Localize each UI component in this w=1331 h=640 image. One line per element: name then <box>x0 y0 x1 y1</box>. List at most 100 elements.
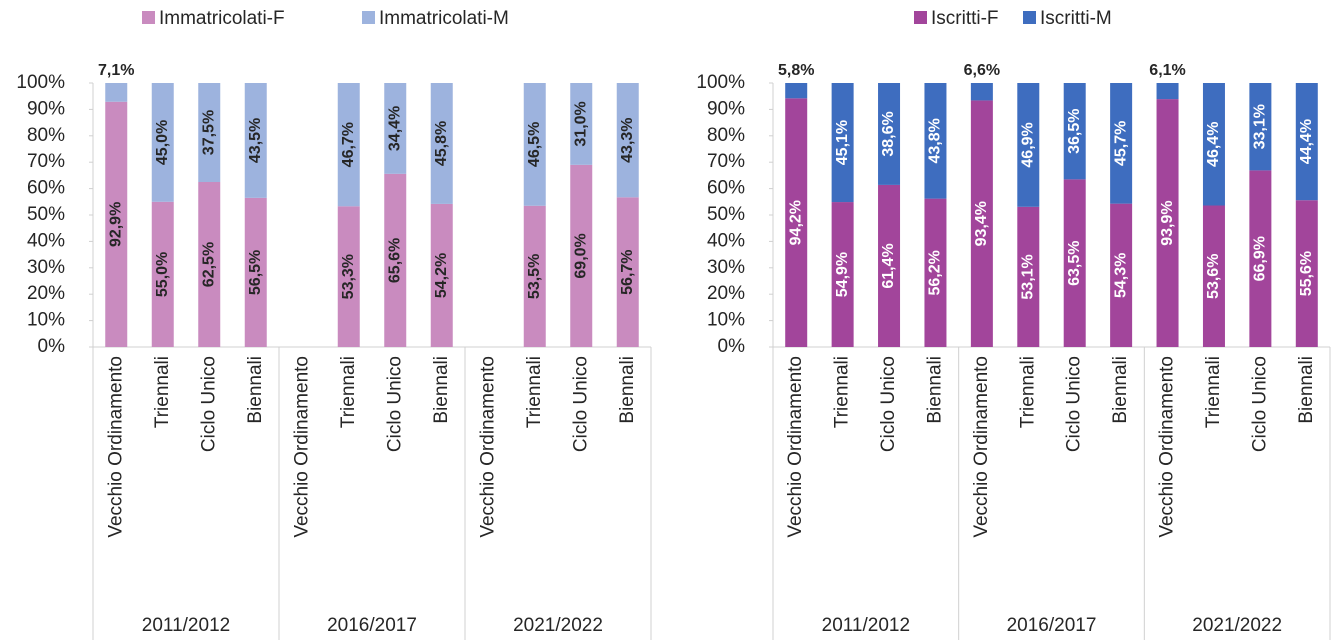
bar-segment <box>831 83 854 203</box>
data-label: 7,1% <box>98 62 134 79</box>
y-tick-label: 30% <box>707 257 745 278</box>
bar-segment <box>198 83 221 182</box>
legend-label: Immatricolati-M <box>379 8 509 29</box>
x-tick-label: Ciclo Unico <box>570 356 591 452</box>
data-label: 93,4% <box>973 201 990 246</box>
data-label: 55,6% <box>1298 251 1315 296</box>
bar-segment <box>1156 83 1179 100</box>
data-label: 45,8% <box>433 121 450 166</box>
y-tick-label: 70% <box>707 151 745 172</box>
group-label: 2021/2022 <box>1192 615 1282 636</box>
data-label: 54,9% <box>834 252 851 297</box>
bar-segment <box>1295 83 1318 201</box>
data-label: 36,5% <box>1066 108 1083 153</box>
x-tick-label: Vecchio Ordinamento <box>291 356 312 538</box>
legend-swatch <box>142 11 155 24</box>
x-tick-label: Biennali <box>1110 356 1131 424</box>
data-label: 5,8% <box>778 62 814 79</box>
group-label: 2016/2017 <box>327 615 417 636</box>
bar-segment <box>523 83 546 206</box>
bar-segment <box>970 83 993 101</box>
bar-segment <box>384 173 407 347</box>
data-label: 92,9% <box>107 202 124 247</box>
bar-segment <box>785 83 808 99</box>
y-tick-label: 10% <box>707 310 745 331</box>
x-tick-label: Biennali <box>924 356 945 424</box>
data-label: 62,5% <box>200 242 217 287</box>
data-label: 38,6% <box>880 111 897 156</box>
y-tick-label: 100% <box>16 72 65 93</box>
data-label: 45,7% <box>1112 121 1129 166</box>
x-tick-label: Biennali <box>431 356 452 424</box>
bar-segment <box>924 198 947 347</box>
y-tick-label: 0% <box>718 336 746 357</box>
x-tick-label: Ciclo Unico <box>384 356 405 452</box>
bar-segment <box>430 83 453 204</box>
x-tick-label: Vecchio Ordinamento <box>971 356 992 538</box>
data-label: 63,5% <box>1066 240 1083 285</box>
bar-segment <box>105 83 128 102</box>
x-tick-label: Triennali <box>338 356 359 428</box>
y-tick-label: 40% <box>27 230 65 251</box>
y-tick-label: 0% <box>38 336 66 357</box>
bar-segment <box>151 83 174 202</box>
group-label: 2011/2012 <box>142 615 230 636</box>
bar-segment <box>151 201 174 347</box>
y-tick-label: 70% <box>27 151 65 172</box>
x-tick-label: Biennali <box>617 356 638 424</box>
x-tick-label: Vecchio Ordinamento <box>105 356 126 538</box>
y-tick-label: 20% <box>27 283 65 304</box>
x-tick-label: Triennali <box>1017 356 1038 428</box>
legend-label: Immatricolati-F <box>159 8 285 29</box>
data-label: 94,2% <box>787 200 804 245</box>
y-tick-label: 40% <box>707 230 745 251</box>
data-label: 46,7% <box>340 122 357 167</box>
data-label: 46,5% <box>526 122 543 167</box>
data-label: 31,0% <box>572 101 589 146</box>
y-tick-label: 20% <box>707 283 745 304</box>
bar-segment <box>337 83 360 207</box>
bar-segment <box>924 83 947 199</box>
bar-segment <box>337 206 360 347</box>
bar-segment <box>970 100 993 347</box>
x-tick-label: Biennali <box>245 356 266 424</box>
data-label: 46,4% <box>1205 122 1222 167</box>
bar-segment <box>1110 203 1133 347</box>
bar-segment <box>1063 179 1086 347</box>
x-tick-label: Vecchio Ordinamento <box>477 356 498 538</box>
data-label: 54,2% <box>433 253 450 298</box>
bar-segment <box>878 83 901 185</box>
group-label: 2021/2022 <box>513 615 603 636</box>
data-label: 56,2% <box>927 250 944 295</box>
data-label: 45,0% <box>154 120 171 165</box>
x-tick-label: Ciclo Unico <box>878 356 899 452</box>
y-tick-label: 60% <box>27 178 65 199</box>
data-label: 6,6% <box>964 62 1000 79</box>
legend-swatch <box>914 11 927 24</box>
legend-swatch <box>1023 11 1036 24</box>
x-tick-label: Biennali <box>1296 356 1317 424</box>
bar-segment <box>616 197 639 347</box>
bar-segment <box>1249 83 1272 171</box>
x-tick-label: Triennali <box>832 356 853 428</box>
bar-segment <box>105 101 128 347</box>
data-label: 93,9% <box>1159 200 1176 245</box>
data-label: 43,5% <box>247 118 264 163</box>
x-tick-label: Ciclo Unico <box>1249 356 1270 452</box>
bar-segment <box>1017 206 1040 347</box>
data-label: 46,9% <box>1020 122 1037 167</box>
data-label: 55,0% <box>154 252 171 297</box>
bar-segment <box>878 184 901 347</box>
bar-segment <box>1249 170 1272 347</box>
bar-segment <box>616 83 639 198</box>
x-tick-label: Vecchio Ordinamento <box>1157 356 1178 538</box>
data-label: 56,5% <box>247 250 264 295</box>
data-label: 54,3% <box>1112 253 1129 298</box>
bar-segment <box>831 202 854 347</box>
bar-segment <box>1063 83 1086 180</box>
y-tick-label: 100% <box>696 72 745 93</box>
data-label: 61,4% <box>880 243 897 288</box>
group-label: 2016/2017 <box>1007 615 1097 636</box>
bar-segment <box>1202 205 1225 347</box>
y-tick-label: 90% <box>27 98 65 119</box>
